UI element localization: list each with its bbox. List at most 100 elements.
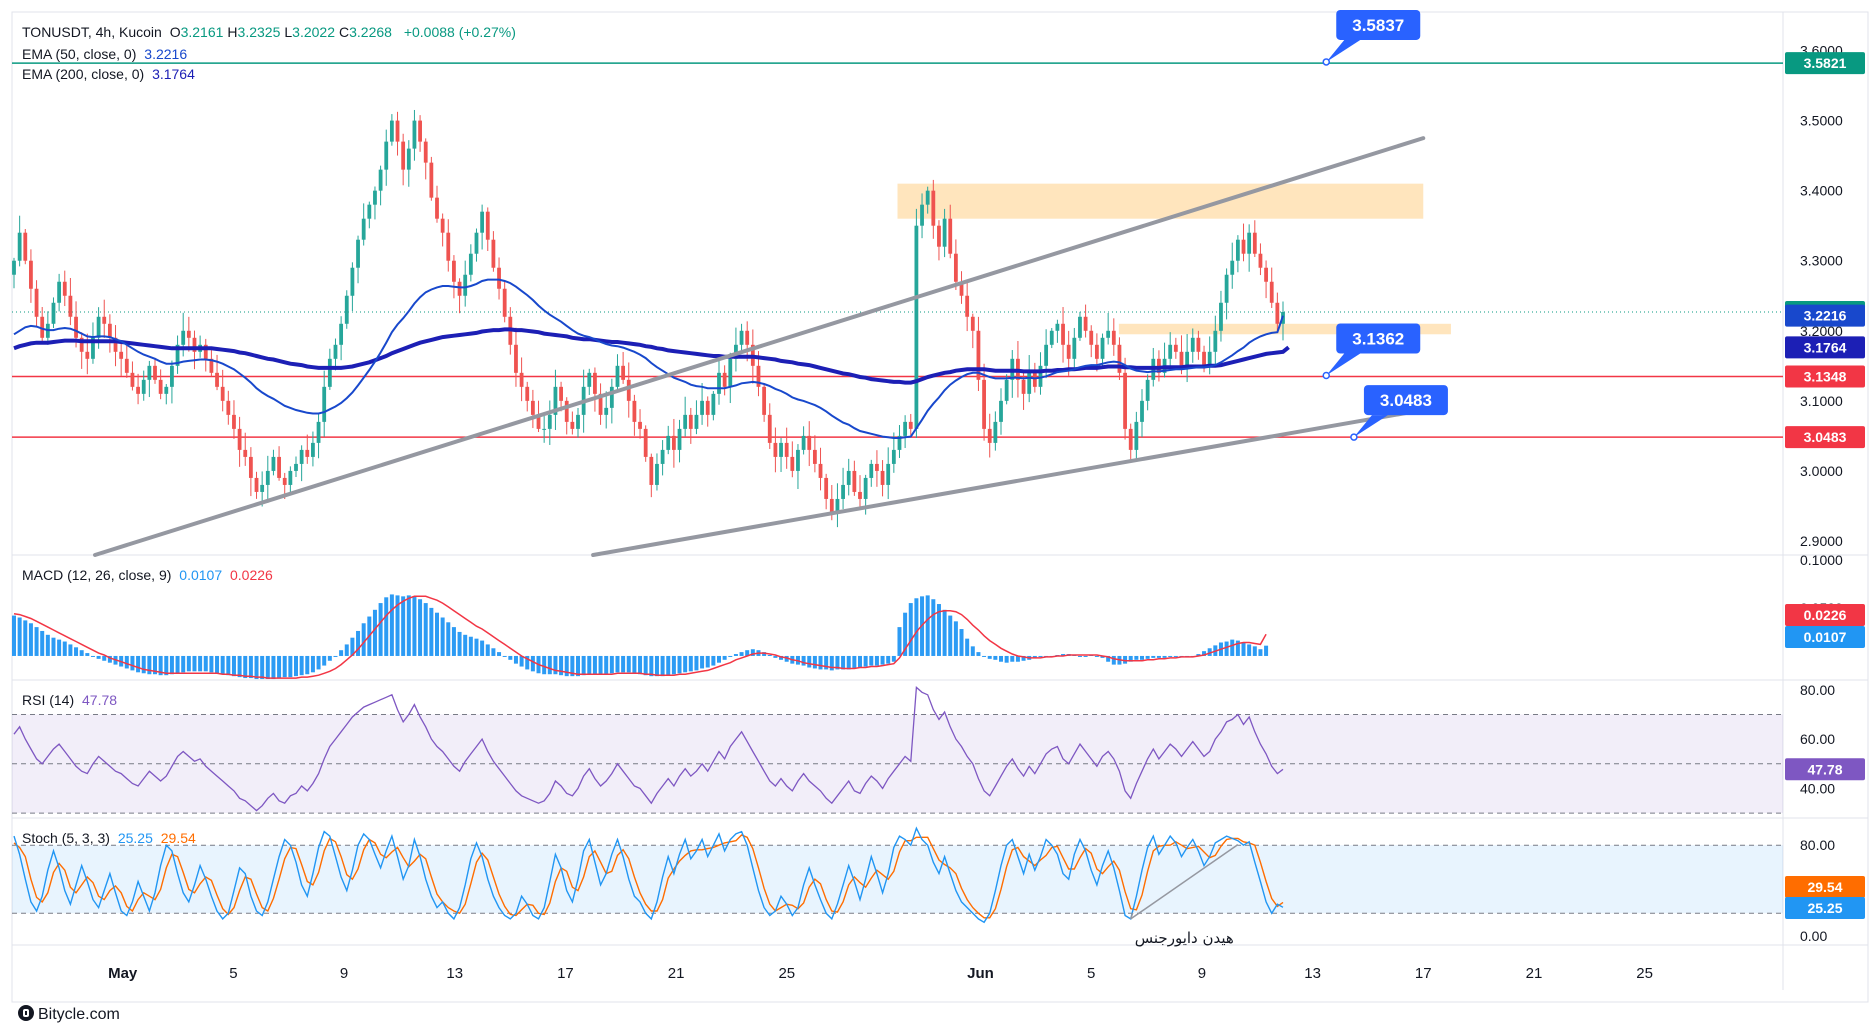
stoch-legend[interactable]: Stoch (5, 3, 3) 25.25 29.54 — [22, 830, 200, 846]
ema50-legend[interactable]: EMA (50, close, 0) 3.2216 — [22, 46, 191, 62]
rsi-line — [13, 686, 1284, 812]
candlestick-series — [12, 109, 1285, 528]
candle — [942, 208, 947, 258]
candle-body — [237, 428, 242, 450]
macd-histogram-bar — [970, 646, 975, 656]
candle-body — [1213, 330, 1218, 352]
macd-histogram-bar — [327, 655, 332, 661]
rsi-legend[interactable]: RSI (14) 47.78 — [22, 692, 121, 708]
candle — [1207, 336, 1212, 375]
macd-histogram-bar — [85, 653, 90, 656]
candle-body — [468, 253, 473, 275]
candle — [987, 413, 992, 458]
macd-histogram-bar — [265, 655, 270, 680]
candle-body — [254, 477, 259, 492]
candle-body — [621, 365, 626, 380]
candle-body — [62, 281, 67, 296]
macd-histogram-bar — [818, 655, 823, 670]
candle — [852, 460, 857, 496]
price-axis[interactable]: 3.60003.50003.40003.30003.20003.10003.00… — [1785, 43, 1865, 944]
candle-body — [643, 428, 648, 457]
macd-histogram-bar — [1106, 655, 1111, 662]
macd-histogram-bar — [936, 604, 941, 656]
candle-body — [1275, 302, 1280, 324]
macd-histogram-bar — [333, 655, 338, 657]
macd-histogram-bar — [508, 655, 513, 660]
macd-histogram-bar — [192, 655, 197, 672]
time-axis[interactable]: May 5 9 13 17 21 25 Jun 5 9 13 17 21 25 — [108, 965, 1653, 982]
macd-histogram-bar — [1140, 655, 1144, 660]
candle — [1106, 312, 1111, 345]
callout: 3.5837 — [1322, 9, 1421, 66]
candle — [277, 446, 281, 481]
candle-body — [1230, 260, 1235, 275]
macd-histogram-bar — [124, 655, 129, 669]
candle-body — [722, 372, 727, 387]
candle — [739, 323, 744, 352]
rsi-value: 47.78 — [82, 692, 118, 708]
ema200-label: EMA (200, close, 0) — [22, 66, 145, 82]
candle-body — [835, 498, 840, 513]
supply-demand-zones — [897, 183, 1451, 335]
price-tick-label: 3.2000 — [1800, 323, 1843, 339]
candle — [903, 415, 908, 448]
trend-lines[interactable] — [93, 136, 1426, 557]
candle — [1083, 304, 1088, 338]
macd-histogram-bar — [1077, 655, 1082, 657]
macd-histogram-bar — [604, 655, 609, 675]
macd-histogram-bar — [1235, 640, 1240, 656]
price-tag-bg — [1785, 52, 1865, 75]
macd-histogram-bar — [784, 655, 789, 662]
macd-histogram-bar — [891, 655, 896, 662]
ema200-legend[interactable]: EMA (200, close, 0) 3.1764 — [22, 66, 199, 82]
candle — [164, 384, 169, 405]
price-tag-label: 3.1348 — [1804, 368, 1847, 384]
ema50-value: 3.2216 — [144, 46, 188, 62]
candle-body — [993, 421, 998, 443]
candle — [412, 109, 417, 161]
macd-histogram-bar — [931, 599, 936, 656]
candle — [311, 431, 315, 467]
candle — [1185, 334, 1190, 383]
price-tag-label: 0.0226 — [1804, 607, 1847, 623]
candle-body — [756, 365, 761, 387]
footer-brand[interactable]: Bitycle.com — [18, 1005, 120, 1024]
candle — [530, 389, 535, 429]
price-callouts[interactable]: 3.5837 3.1362 3.0483 — [1322, 9, 1448, 441]
macd-tag: 0.0107 — [1785, 626, 1865, 648]
macd-histogram-bar — [953, 621, 958, 656]
candle — [186, 316, 191, 352]
macd-histogram-bar — [1094, 655, 1099, 657]
candle — [468, 244, 473, 282]
candle — [491, 231, 496, 272]
stoch-label: Stoch (5, 3, 3) — [22, 830, 110, 846]
price-tick-label: 3.3000 — [1800, 253, 1843, 269]
macd-histogram-bar — [497, 652, 502, 656]
candle-body — [745, 330, 750, 345]
macd-histogram-bar — [733, 654, 738, 656]
candle-body — [982, 379, 986, 429]
ohlc-value-o: 3.2161 — [180, 24, 224, 40]
candle-body — [282, 477, 287, 485]
candle-body — [547, 414, 552, 429]
price-tag-label: 25.25 — [1807, 900, 1842, 916]
candle — [1049, 327, 1054, 349]
symbol-title[interactable]: TONUSDT, 4h, Kucoin — [22, 24, 162, 40]
macd-histogram-bar — [389, 594, 394, 656]
candle — [784, 427, 789, 469]
candle — [288, 466, 293, 493]
candle-body — [384, 141, 389, 170]
time-tick-label: 5 — [1087, 965, 1095, 982]
stoch-tag-k: 25.25 — [1785, 897, 1865, 919]
candle-body — [666, 435, 671, 450]
macd-legend[interactable]: MACD (12, 26, close, 9) 0.0107 0.0226 — [22, 567, 277, 583]
candle-body — [23, 232, 28, 261]
candle-body — [136, 386, 140, 394]
macd-histogram-bar — [1010, 655, 1015, 662]
candle-body — [1145, 379, 1150, 401]
candle — [474, 228, 479, 262]
candle — [621, 351, 626, 384]
candle — [265, 455, 270, 503]
macd-histogram-bar — [1264, 645, 1269, 656]
macd-histogram-bar — [621, 655, 626, 673]
